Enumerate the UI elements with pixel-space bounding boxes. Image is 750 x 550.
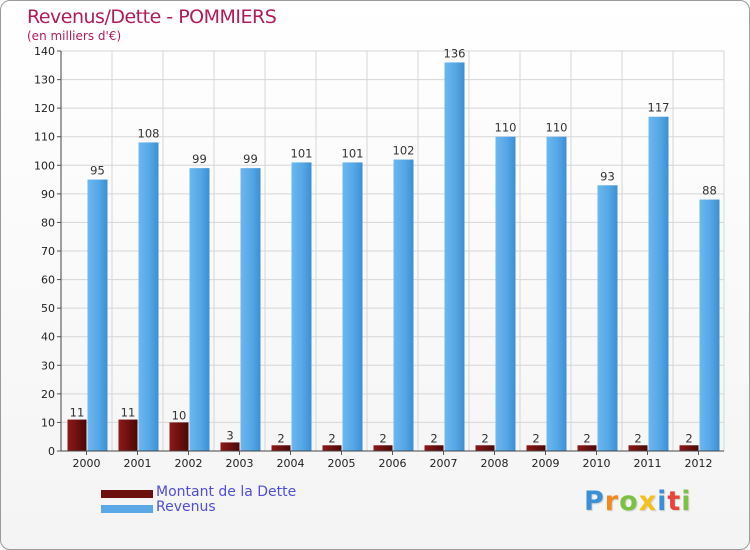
value-label-dette: 2 [685, 431, 692, 445]
bar-revenus [291, 162, 312, 451]
value-label-revenus: 101 [342, 146, 364, 160]
y-tick-label: 140 [34, 45, 55, 58]
legend-label-dette: Montant de la Dette [156, 484, 297, 500]
x-tick-label: 2002 [175, 457, 203, 470]
legend-label-revenus: Revenus [156, 499, 216, 515]
bar-revenus [597, 185, 618, 452]
value-label-revenus: 136 [444, 46, 466, 60]
x-tick-label: 2012 [685, 457, 713, 470]
x-tick-label: 2008 [481, 457, 509, 470]
bar-revenus [393, 159, 414, 452]
bar-revenus [699, 199, 720, 451]
x-tick-label: 2010 [583, 457, 611, 470]
value-label-revenus: 108 [138, 126, 160, 140]
bar-dette [67, 419, 87, 451]
y-tick-label: 90 [41, 188, 55, 201]
y-tick-label: 110 [34, 131, 55, 144]
y-tick-label: 10 [41, 416, 55, 429]
y-tick-label: 100 [34, 159, 55, 172]
y-tick-label: 50 [41, 302, 55, 315]
value-label-dette: 2 [379, 431, 386, 445]
bar-dette [373, 445, 393, 451]
value-label-revenus: 88 [702, 184, 717, 198]
x-tick-label: 2006 [379, 457, 407, 470]
x-tick-label: 2004 [277, 457, 305, 470]
proxiti-logo: Proxiti [584, 486, 692, 517]
value-label-revenus: 110 [495, 121, 517, 135]
value-label-dette: 11 [121, 406, 136, 420]
value-label-revenus: 99 [192, 152, 207, 166]
value-label-revenus: 117 [648, 101, 670, 115]
bar-dette [118, 419, 138, 451]
value-label-dette: 2 [328, 431, 335, 445]
x-tick-label: 2001 [124, 457, 152, 470]
value-label-revenus: 99 [243, 152, 258, 166]
x-tick-label: 2011 [634, 457, 662, 470]
value-label-dette: 2 [532, 431, 539, 445]
value-label-revenus: 93 [600, 169, 615, 183]
bar-dette [679, 445, 699, 451]
bar-revenus [495, 136, 516, 451]
value-label-dette: 2 [430, 431, 437, 445]
bar-revenus [546, 136, 567, 451]
y-tick-label: 40 [41, 331, 55, 344]
bar-revenus [342, 162, 363, 451]
value-label-dette: 10 [172, 408, 187, 422]
chart-subtitle: (en milliers d'€) [27, 29, 122, 43]
y-tick-label: 0 [48, 445, 55, 458]
bar-revenus [240, 168, 261, 451]
value-label-revenus: 95 [90, 164, 105, 178]
legend-swatch-revenus [101, 505, 153, 513]
value-label-revenus: 101 [291, 146, 313, 160]
bar-dette [220, 442, 240, 451]
bar-dette [475, 445, 495, 451]
bar-dette [424, 445, 444, 451]
bar-revenus [87, 179, 108, 452]
y-tick-label: 130 [34, 74, 55, 87]
bar-dette [628, 445, 648, 451]
bar-revenus [444, 62, 465, 452]
bar-dette [577, 445, 597, 451]
value-label-revenus: 110 [546, 121, 568, 135]
value-label-dette: 2 [634, 431, 641, 445]
bar-dette [271, 445, 291, 451]
value-label-dette: 2 [481, 431, 488, 445]
bar-revenus [189, 168, 210, 451]
value-label-dette: 2 [277, 431, 284, 445]
value-label-dette: 11 [70, 406, 85, 420]
value-label-dette: 3 [226, 428, 233, 442]
y-tick-label: 70 [41, 245, 55, 258]
x-tick-label: 2000 [73, 457, 101, 470]
y-tick-label: 80 [41, 216, 55, 229]
chart-title: Revenus/Dette - POMMIERS [27, 6, 277, 28]
value-label-revenus: 102 [393, 144, 415, 158]
x-tick-label: 2005 [328, 457, 356, 470]
bar-revenus [138, 142, 159, 451]
bar-dette [526, 445, 546, 451]
bar-dette [322, 445, 342, 451]
x-tick-label: 2003 [226, 457, 254, 470]
legend-swatch-dette [101, 490, 153, 498]
y-tick-label: 20 [41, 388, 55, 401]
y-tick-label: 30 [41, 359, 55, 372]
x-tick-label: 2007 [430, 457, 458, 470]
y-tick-label: 60 [41, 274, 55, 287]
bar-revenus [648, 116, 669, 451]
bar-dette [169, 422, 189, 451]
y-tick-label: 120 [34, 102, 55, 115]
x-tick-label: 2009 [532, 457, 560, 470]
value-label-dette: 2 [583, 431, 590, 445]
